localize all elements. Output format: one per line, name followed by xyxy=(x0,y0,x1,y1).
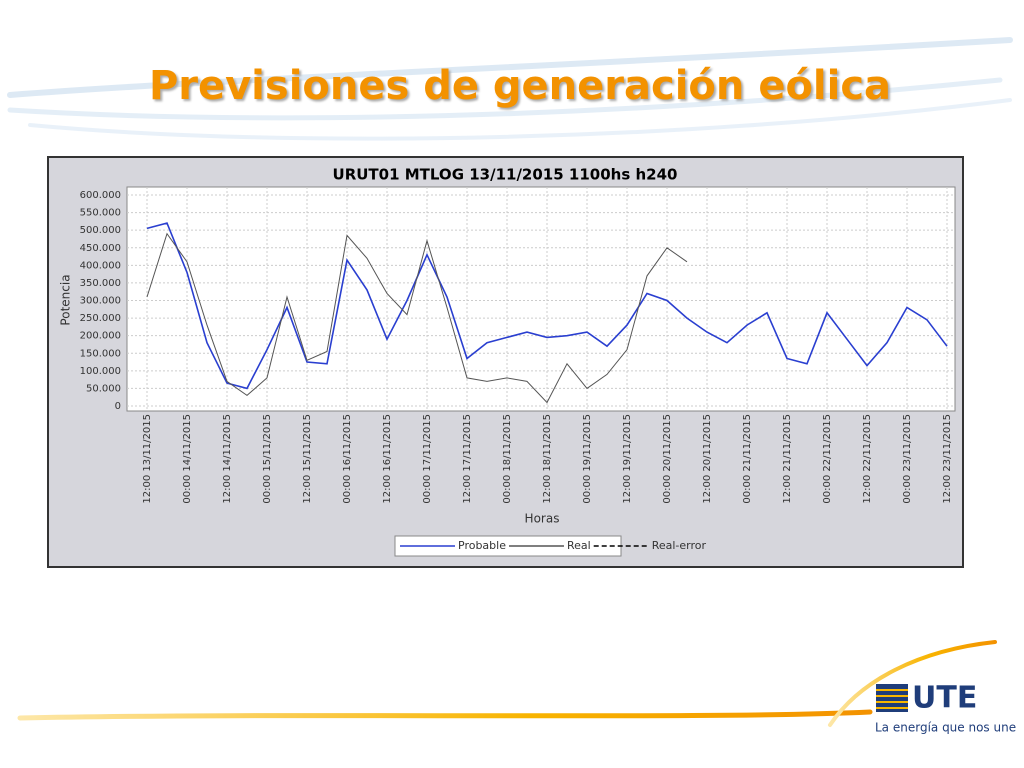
x-tick-label: 12:00 15/11/2015 xyxy=(302,414,313,504)
legend-label: Real xyxy=(567,539,591,552)
x-tick-label: 00:00 16/11/2015 xyxy=(342,414,353,504)
x-tick-label: 00:00 23/11/2015 xyxy=(902,414,913,504)
x-axis-label: Horas xyxy=(525,512,560,526)
chart-title: URUT01 MTLOG 13/11/2015 1100hs h240 xyxy=(333,166,678,184)
series-line xyxy=(146,232,688,404)
x-tick-label: 12:00 21/11/2015 xyxy=(782,414,793,504)
x-tick-label: 00:00 18/11/2015 xyxy=(502,414,513,504)
logo-text: UTE xyxy=(912,681,977,716)
x-tick-label: 12:00 16/11/2015 xyxy=(382,414,393,504)
y-axis-label: Potencia xyxy=(59,274,73,325)
x-tick-label: 00:00 20/11/2015 xyxy=(662,414,673,504)
y-tick-label: 250.000 xyxy=(80,313,121,324)
legend-label: Real-error xyxy=(652,539,707,552)
x-tick-label: 12:00 14/11/2015 xyxy=(222,414,233,504)
series-line xyxy=(146,222,948,390)
x-tick-label: 12:00 18/11/2015 xyxy=(542,414,553,504)
tagline: La energía que nos une xyxy=(875,721,1016,735)
y-tick-label: 200.000 xyxy=(80,331,121,342)
x-tick-label: 12:00 19/11/2015 xyxy=(622,414,633,504)
x-tick-label: 12:00 22/11/2015 xyxy=(862,414,873,504)
slide-title: Previsiones de generación eólica xyxy=(149,63,891,109)
y-tick-label: 0 xyxy=(115,401,121,412)
decoration xyxy=(7,37,1013,727)
legend-label: Probable xyxy=(458,539,506,552)
x-tick-label: 00:00 14/11/2015 xyxy=(182,414,193,504)
x-tick-label: 00:00 17/11/2015 xyxy=(422,414,433,504)
x-tick-label: 12:00 23/11/2015 xyxy=(942,414,953,504)
y-tick-label: 550.000 xyxy=(80,208,121,219)
x-tick-label: 00:00 15/11/2015 xyxy=(262,414,273,504)
y-tick-label: 350.000 xyxy=(80,278,121,289)
x-tick-label: 00:00 19/11/2015 xyxy=(582,414,593,504)
plot-area xyxy=(126,186,956,412)
y-tick-label: 400.000 xyxy=(80,260,121,271)
x-tick-label: 00:00 22/11/2015 xyxy=(822,414,833,504)
y-tick-label: 150.000 xyxy=(80,348,121,359)
x-tick-label: 12:00 17/11/2015 xyxy=(462,414,473,504)
x-tick-label: 12:00 20/11/2015 xyxy=(702,414,713,504)
y-tick-label: 450.000 xyxy=(80,243,121,254)
y-tick-label: 50.000 xyxy=(86,383,121,394)
y-tick-label: 500.000 xyxy=(80,225,121,236)
y-tick-label: 600.000 xyxy=(80,190,121,201)
x-tick-label: 12:00 13/11/2015 xyxy=(142,414,153,504)
x-tick-label: 00:00 21/11/2015 xyxy=(742,414,753,504)
y-tick-label: 300.000 xyxy=(80,296,121,307)
y-tick-label: 100.000 xyxy=(80,366,121,377)
logo: UTE xyxy=(876,681,977,716)
